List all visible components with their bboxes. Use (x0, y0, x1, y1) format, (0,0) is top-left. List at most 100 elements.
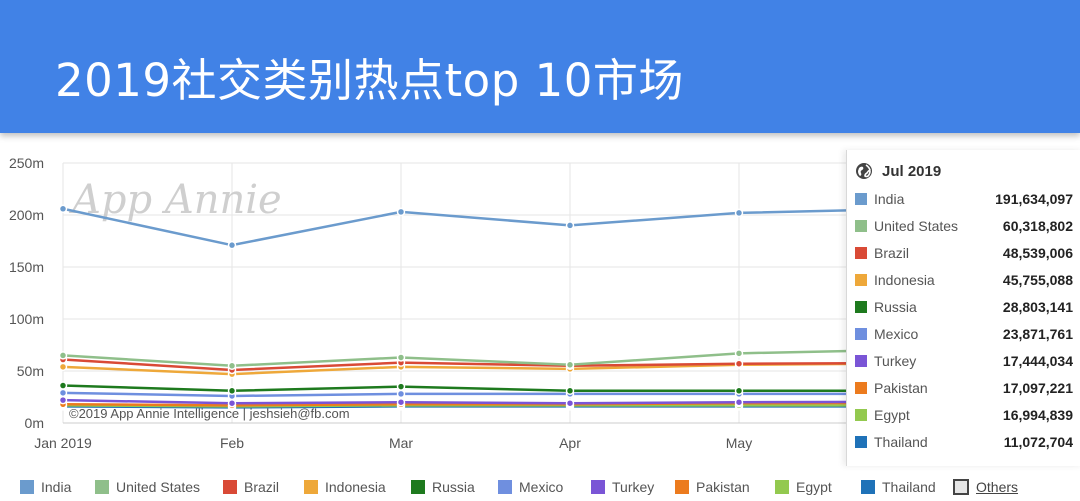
legend-swatch (20, 480, 34, 494)
legend-item-turkey[interactable]: Turkey (591, 477, 654, 497)
title-banner: 2019社交类别热点top 10市场 (0, 0, 1080, 133)
data-point-india[interactable] (565, 221, 575, 230)
tooltip-row: Russia 28,803,141 (855, 297, 1073, 317)
x-tick-label: Jan 2019 (34, 435, 92, 451)
legend-swatch (304, 480, 318, 494)
tooltip-series-value: 45,755,088 (1002, 272, 1073, 288)
data-point-russia[interactable] (396, 382, 406, 391)
data-point-india[interactable] (227, 240, 237, 250)
tooltip-row: United States 60,318,802 (855, 216, 1073, 236)
tooltip-swatch (855, 193, 867, 205)
globe-icon (856, 163, 872, 179)
tooltip-series-name: Indonesia (874, 272, 935, 288)
data-point-turkey[interactable] (734, 397, 744, 407)
series-line-united-states (62, 348, 901, 368)
data-point-turkey[interactable] (396, 397, 406, 407)
legend-label: Others (976, 479, 1019, 495)
chart-legend: India United States Brazil Indonesia Russia M… (20, 477, 1080, 497)
data-point-indonesia[interactable] (58, 362, 68, 372)
tooltip-series-name: Egypt (874, 407, 910, 423)
tooltip-swatch (855, 409, 867, 421)
tooltip-series-name: Mexico (874, 326, 919, 342)
legend-item-others[interactable]: Others (953, 477, 1018, 497)
legend-label: Egypt (796, 479, 832, 495)
data-point-mexico[interactable] (396, 389, 406, 399)
legend-item-pakistan[interactable]: Pakistan (675, 477, 750, 497)
data-point-russia[interactable] (734, 386, 744, 396)
data-point-turkey[interactable] (565, 398, 575, 408)
tooltip-swatch (855, 247, 867, 259)
data-point-india[interactable] (734, 208, 744, 218)
legend-label: Turkey (612, 479, 655, 495)
legend-item-thailand[interactable]: Thailand (861, 477, 936, 497)
tooltip-row: Turkey 17,444,034 (855, 351, 1073, 371)
tooltip-swatch (855, 220, 867, 232)
legend-item-mexico[interactable]: Mexico (498, 477, 563, 497)
data-point-united-states[interactable] (227, 361, 237, 371)
legend-item-egypt[interactable]: Egypt (775, 477, 832, 497)
legend-item-russia[interactable]: Russia (411, 477, 475, 497)
tooltip-row: Indonesia 45,755,088 (855, 270, 1073, 290)
tooltip-row: Pakistan 17,097,221 (855, 378, 1073, 398)
x-tick-label: Feb (220, 435, 244, 451)
legend-label: Indonesia (325, 479, 386, 495)
tooltip-swatch (855, 274, 867, 286)
legend-swatch (95, 480, 109, 494)
tooltip-swatch (855, 436, 867, 448)
data-point-mexico[interactable] (58, 388, 68, 398)
tooltip-row: Egypt 16,994,839 (855, 405, 1073, 425)
data-point-russia[interactable] (58, 381, 68, 390)
watermark-logo: App Annie (68, 177, 282, 223)
y-tick-label: 200m (9, 207, 44, 223)
tooltip-series-name: Brazil (874, 245, 910, 261)
x-tick-label: Apr (559, 435, 581, 451)
tooltip-series-name: Thailand (874, 434, 928, 450)
chart-series[interactable] (58, 204, 901, 412)
series-russia[interactable] (58, 381, 901, 396)
legend-item-indonesia[interactable]: Indonesia (304, 477, 386, 497)
tooltip-series-value: 60,318,802 (1002, 218, 1073, 234)
legend-item-brazil[interactable]: Brazil (223, 477, 279, 497)
series-india[interactable] (58, 204, 901, 250)
x-tick-label: Mar (389, 435, 413, 451)
tooltip-series-value: 23,871,761 (1002, 326, 1073, 342)
legend-item-india[interactable]: India (20, 477, 71, 497)
data-point-russia[interactable] (565, 386, 575, 396)
tooltip-swatch (855, 382, 867, 394)
series-line-russia (62, 384, 900, 393)
tooltip-series-value: 17,444,034 (1002, 353, 1073, 369)
tooltip-series-value: 28,803,141 (1002, 299, 1073, 315)
legend-item-united-states[interactable]: United States (95, 477, 200, 497)
legend-label: Brazil (244, 479, 280, 495)
data-point-india[interactable] (58, 204, 68, 214)
tooltip-date: Jul 2019 (882, 162, 942, 180)
watermark: App Annie (68, 177, 282, 223)
data-point-turkey[interactable] (58, 395, 68, 405)
legend-label: Pakistan (696, 479, 750, 495)
series-line-mexico (62, 391, 900, 398)
legend-label: India (41, 479, 72, 495)
data-point-russia[interactable] (227, 386, 237, 396)
legend-label: Russia (432, 479, 475, 495)
tooltip-series-name: United States (874, 218, 959, 234)
page-title: 2019社交类别热点top 10市场 (55, 54, 684, 107)
legend-swatch (775, 480, 789, 494)
y-tick-label: 50m (17, 363, 44, 379)
data-point-united-states[interactable] (396, 353, 406, 362)
series-united-states[interactable] (58, 348, 901, 371)
data-point-united-states[interactable] (734, 349, 744, 358)
y-tick-label: 250m (9, 155, 44, 171)
series-line-india (62, 207, 901, 247)
legend-swatch (861, 480, 875, 494)
data-point-united-states[interactable] (565, 360, 575, 370)
tooltip-row: Thailand 11,072,704 (855, 432, 1073, 452)
data-point-brazil[interactable] (734, 359, 744, 368)
y-tick-label: 100m (9, 311, 44, 327)
tooltip-series-value: 48,539,006 (1002, 245, 1073, 261)
tooltip-series-value: 191,634,097 (995, 191, 1073, 207)
data-point-united-states[interactable] (58, 351, 68, 360)
legend-label: Mexico (519, 479, 564, 495)
data-point-india[interactable] (396, 207, 406, 217)
series-turkey[interactable] (58, 395, 901, 408)
chart-axes: 0m 50m 100m 150m 200m 250m Jan 2019 Feb Mar Apr Ma… (9, 155, 1080, 451)
